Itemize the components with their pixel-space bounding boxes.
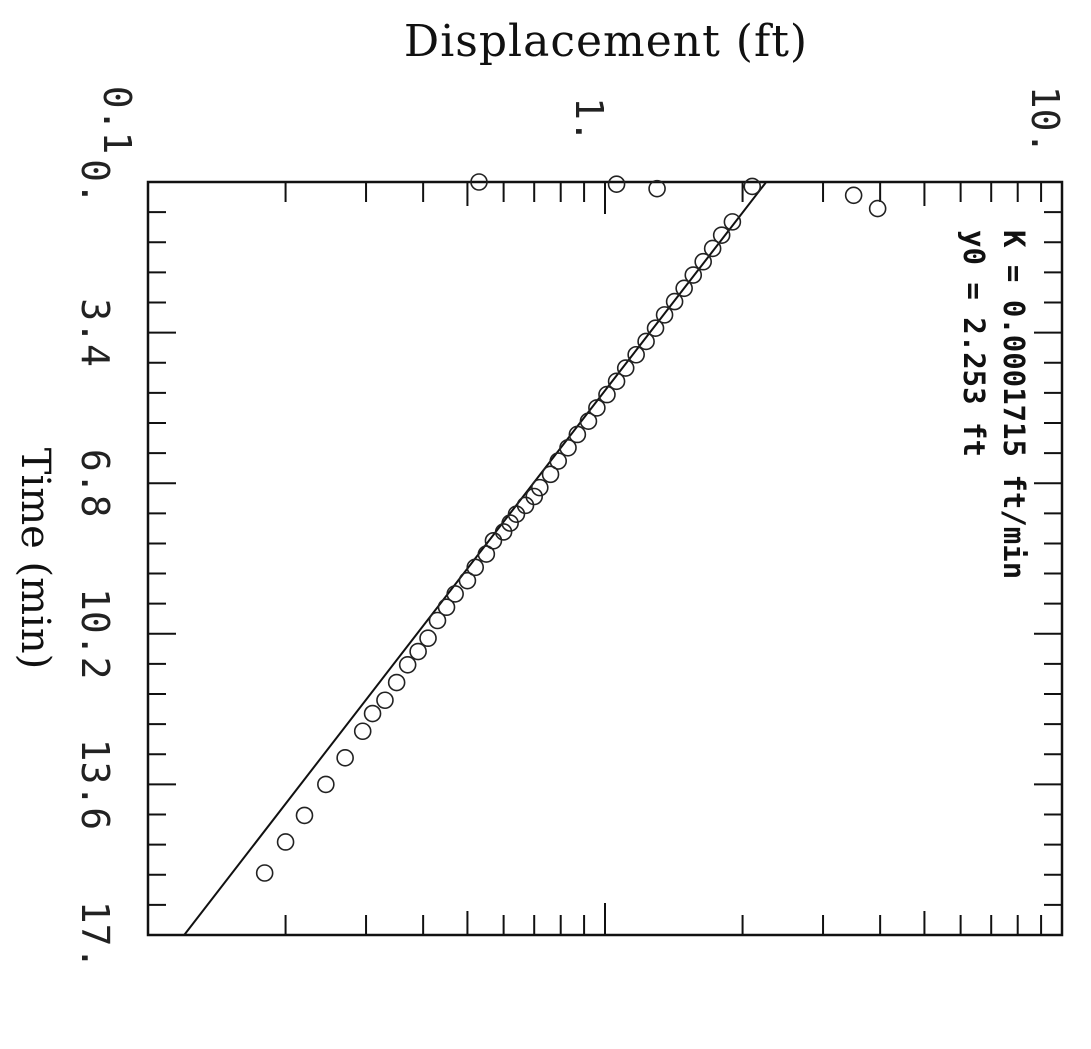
plot-area: 0. 3.4 6.8 10.2 13.6 17. 0.1 1. 10. Time (min) K =… [12, 86, 1067, 970]
data-point [376, 691, 394, 710]
parameter-label: y0 = 2.253 ft [957, 230, 991, 457]
x-tick-label: 10.2 [73, 588, 117, 680]
data-point [494, 523, 513, 541]
parameter-label: K = 0.0001715 ft/min [997, 230, 1031, 579]
data-point [723, 213, 742, 231]
data-point [458, 571, 477, 590]
data-point [484, 531, 503, 550]
data-point [868, 199, 887, 218]
data-point [419, 629, 437, 648]
data-point [477, 545, 496, 563]
data-point [684, 266, 703, 284]
data-point [507, 505, 526, 524]
y-tick-label: 1. [567, 97, 611, 143]
x-tick-label: 0. [73, 159, 117, 205]
data-point [646, 319, 665, 337]
data-point [648, 179, 666, 198]
data-point [675, 279, 693, 298]
data-point [255, 864, 274, 882]
data-point [387, 673, 406, 692]
data-point [607, 372, 626, 391]
data-point [466, 558, 485, 577]
plot-frame [146, 180, 1064, 937]
y-tick-label: 0.1 [95, 86, 139, 155]
data-point [295, 806, 314, 825]
data-point [428, 611, 447, 630]
data-point [579, 412, 598, 430]
data-point [588, 399, 606, 417]
data-point [655, 306, 674, 324]
data-point [694, 252, 712, 271]
data-point [516, 496, 535, 515]
data-point [616, 359, 635, 377]
data-point [446, 585, 464, 603]
data-point [409, 642, 427, 661]
x-tick-label: 13.6 [73, 739, 117, 831]
data-point [627, 345, 645, 364]
data-point [568, 425, 587, 444]
data-point [559, 438, 577, 457]
x-tick-label: 17. [73, 901, 117, 970]
data-point [637, 332, 655, 351]
data-point [844, 186, 863, 205]
data-point [549, 452, 568, 470]
data-point [276, 833, 295, 851]
x-axis-label: Time (min) [12, 448, 58, 669]
y-tick-label: 10. [1023, 86, 1067, 155]
data-point [665, 292, 684, 311]
data-point [598, 385, 616, 404]
data-point [398, 656, 417, 674]
chart-title: Displacement (ft) [404, 16, 808, 67]
x-tick-label: 6.8 [73, 449, 117, 518]
data-point [531, 478, 549, 497]
data-point [336, 749, 354, 767]
data-point [501, 514, 519, 532]
data-point [712, 226, 731, 244]
data-point [470, 173, 488, 191]
data-point [437, 598, 456, 617]
data-point [363, 704, 382, 723]
data-point [525, 487, 544, 506]
x-tick-label: 3.4 [73, 298, 117, 367]
data-point [317, 775, 335, 794]
data-point [743, 177, 762, 196]
data-point [607, 175, 626, 194]
data-point [541, 465, 560, 484]
data-point [353, 722, 372, 741]
data-point [703, 239, 722, 258]
